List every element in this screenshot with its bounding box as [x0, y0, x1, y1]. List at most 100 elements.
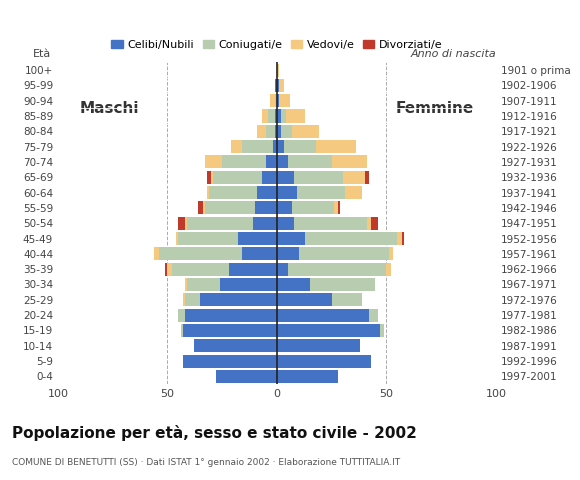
Bar [266, 156, 277, 168]
Bar [316, 140, 356, 153]
Bar [277, 324, 380, 337]
Bar [299, 247, 389, 260]
Bar [389, 247, 393, 260]
Bar [253, 216, 277, 230]
Bar [295, 171, 343, 184]
Bar [288, 263, 386, 276]
Text: Femmine: Femmine [396, 101, 474, 116]
Bar [209, 186, 258, 199]
Bar [258, 186, 277, 199]
Bar [402, 232, 404, 245]
Bar [275, 79, 277, 92]
Bar [216, 370, 277, 383]
Bar [277, 293, 332, 306]
Bar [172, 263, 229, 276]
Bar [281, 109, 286, 122]
Bar [292, 202, 334, 215]
Bar [277, 263, 288, 276]
Bar [277, 355, 371, 368]
Bar [262, 109, 268, 122]
Bar [185, 216, 187, 230]
Bar [277, 125, 281, 138]
Bar [386, 263, 391, 276]
Bar [277, 247, 299, 260]
Bar [277, 63, 279, 77]
Bar [292, 125, 318, 138]
Bar [255, 202, 277, 215]
Bar [334, 202, 338, 215]
Bar [258, 125, 266, 138]
Bar [187, 278, 220, 291]
Bar [207, 186, 209, 199]
Bar [277, 94, 279, 107]
Bar [207, 171, 211, 184]
Bar [281, 125, 292, 138]
Bar [277, 156, 288, 168]
Bar [273, 140, 277, 153]
Bar [183, 324, 277, 337]
Bar [168, 263, 172, 276]
Bar [200, 293, 277, 306]
Bar [277, 370, 338, 383]
Bar [179, 309, 185, 322]
Bar [180, 324, 183, 337]
Bar [205, 202, 255, 215]
Legend: Celibi/Nubili, Coniugati/e, Vedovi/e, Divorziati/e: Celibi/Nubili, Coniugati/e, Vedovi/e, Di… [107, 36, 447, 55]
Bar [185, 278, 187, 291]
Bar [242, 247, 277, 260]
Bar [179, 216, 185, 230]
Bar [345, 186, 362, 199]
Bar [183, 293, 185, 306]
Bar [268, 109, 275, 122]
Bar [277, 186, 296, 199]
Bar [295, 216, 367, 230]
Bar [277, 140, 284, 153]
Bar [270, 94, 275, 107]
Bar [380, 324, 384, 337]
Bar [277, 202, 292, 215]
Text: Popolazione per età, sesso e stato civile - 2002: Popolazione per età, sesso e stato civil… [12, 425, 416, 441]
Text: Maschi: Maschi [80, 101, 139, 116]
Bar [277, 232, 306, 245]
Bar [288, 156, 332, 168]
Bar [277, 216, 295, 230]
Bar [183, 355, 277, 368]
Bar [306, 232, 397, 245]
Bar [277, 79, 279, 92]
Bar [165, 263, 168, 276]
Bar [159, 247, 242, 260]
Bar [277, 109, 281, 122]
Bar [275, 94, 277, 107]
Bar [369, 309, 378, 322]
Bar [242, 140, 273, 153]
Text: Anno di nascita: Anno di nascita [410, 48, 496, 59]
Bar [277, 309, 369, 322]
Bar [176, 232, 179, 245]
Bar [262, 171, 277, 184]
Bar [211, 171, 213, 184]
Bar [364, 171, 369, 184]
Bar [277, 171, 295, 184]
Bar [266, 125, 275, 138]
Bar [185, 293, 200, 306]
Bar [185, 309, 277, 322]
Bar [238, 232, 277, 245]
Bar [187, 216, 253, 230]
Bar [279, 79, 284, 92]
Bar [332, 293, 362, 306]
Bar [194, 339, 277, 352]
Bar [277, 278, 310, 291]
Bar [154, 247, 159, 260]
Bar [277, 339, 360, 352]
Bar [220, 278, 277, 291]
Bar [296, 186, 345, 199]
Bar [343, 171, 364, 184]
Bar [397, 232, 402, 245]
Bar [275, 125, 277, 138]
Bar [231, 140, 242, 153]
Bar [179, 232, 238, 245]
Bar [279, 94, 290, 107]
Bar [202, 202, 205, 215]
Bar [332, 156, 367, 168]
Bar [213, 171, 262, 184]
